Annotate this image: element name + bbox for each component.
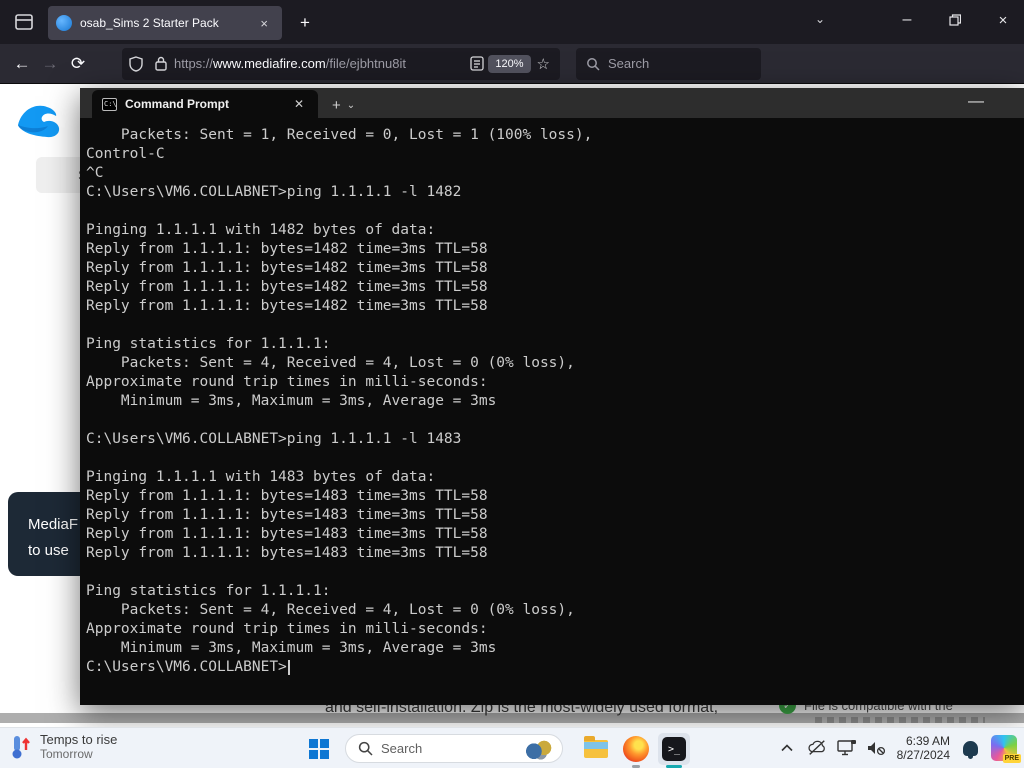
terminal-icon: >_ [662, 737, 686, 761]
mediafire-logo[interactable] [14, 99, 66, 141]
taskbar-terminal[interactable]: >_ [658, 733, 690, 768]
bookmark-star-icon[interactable]: ☆ [536, 55, 550, 73]
folder-icon [584, 736, 608, 758]
terminal-prompt: C:\Users\VM6.COLLABNET> [86, 659, 287, 675]
cmd-icon: C:\ [102, 97, 117, 111]
taskbar-file-explorer[interactable] [580, 733, 612, 765]
terminal-dropdown-chevron-icon[interactable]: ⌄ [346, 100, 356, 111]
tray-chevron-up-icon[interactable] [777, 738, 797, 758]
reload-button[interactable]: ⟳ [70, 53, 86, 73]
taskbar-search-box[interactable]: Search [345, 734, 563, 763]
terminal-active-indicator [666, 765, 682, 768]
taskbar: Temps to rise Tomorrow Search >_ [0, 727, 1024, 768]
terminal-text: Packets: Sent = 1, Received = 0, Lost = … [86, 127, 593, 656]
onedrive-offline-icon[interactable] [807, 738, 827, 758]
clipped-text-fragment [815, 717, 985, 723]
browser-toolbar: ← → ⟳ https://www.mediafire.com/file/ejb… [0, 44, 1024, 118]
firefox-running-indicator [632, 765, 640, 768]
tooltip-line2: to use [28, 542, 69, 559]
browser-search-bar[interactable]: Search [576, 47, 761, 80]
tab-title: osab_Sims 2 Starter Pack [80, 16, 219, 30]
terminal-titlebar[interactable]: C:\ Command Prompt ✕ + ⌄ — [80, 88, 1024, 118]
browser-tab-strip: osab_Sims 2 Starter Pack × + ⌄ – × [0, 0, 1024, 44]
url-host: www.mediafire.com [213, 56, 326, 71]
zoom-level-badge[interactable]: 120% [488, 54, 531, 73]
pre-badge: PRE [1002, 754, 1021, 763]
taskbar-search-placeholder: Search [381, 741, 423, 756]
url-text[interactable]: https://www.mediafire.com/file/ejbhtnu8i… [174, 56, 470, 71]
system-tray: 6:39 AM 8/27/2024 PRE [777, 728, 1021, 768]
weather-headline: Temps to rise [40, 732, 118, 747]
firefox-icon [623, 736, 649, 762]
weather-widget[interactable]: Temps to rise Tomorrow [10, 732, 117, 761]
terminal-prompt-line: C:\Users\VM6.COLLABNET> [86, 658, 1024, 677]
search-placeholder: Search [608, 56, 650, 71]
tray-clock[interactable]: 6:39 AM 8/27/2024 [897, 734, 950, 762]
terminal-output[interactable]: Packets: Sent = 1, Received = 0, Lost = … [80, 118, 1024, 705]
terminal-window: C:\ Command Prompt ✕ + ⌄ — Packets: Sent… [80, 88, 1024, 705]
notification-bell-icon[interactable] [960, 738, 980, 759]
taskbar-firefox[interactable] [620, 733, 652, 768]
terminal-minimize-button[interactable]: — [968, 93, 984, 110]
windows-preview-icon[interactable]: PRE [990, 734, 1021, 763]
browser-close-button[interactable]: × [998, 11, 1008, 29]
terminal-new-tab-button[interactable]: + [332, 97, 341, 114]
firefox-view-icon[interactable] [10, 8, 38, 36]
browser-minimize-button[interactable]: – [902, 11, 912, 28]
start-button[interactable] [306, 736, 332, 762]
taskbar-search-icon [358, 741, 373, 756]
search-highlight-image[interactable] [522, 737, 556, 760]
volume-muted-icon[interactable] [867, 738, 887, 758]
url-path: /file/ejbhtnu8it [325, 56, 406, 71]
forward-button[interactable]: → [41, 53, 59, 73]
tray-date: 8/27/2024 [896, 748, 950, 762]
shield-icon[interactable] [128, 55, 144, 72]
terminal-tab-close-icon[interactable]: ✕ [293, 97, 304, 111]
tray-time: 6:39 AM [905, 734, 950, 748]
network-display-icon[interactable] [836, 738, 857, 758]
back-button[interactable]: ← [13, 53, 31, 73]
tab-close-icon[interactable]: × [260, 15, 268, 31]
reader-mode-icon[interactable] [470, 56, 485, 71]
lock-icon[interactable] [154, 56, 168, 71]
browser-restore-button[interactable] [932, 0, 978, 40]
url-bar[interactable]: https://www.mediafire.com/file/ejbhtnu8i… [122, 47, 560, 80]
url-scheme: https:// [174, 56, 214, 71]
tooltip-line1: MediaF [28, 516, 79, 533]
page-divider [0, 713, 1024, 723]
terminal-tab-title: Command Prompt [125, 97, 230, 111]
list-tabs-chevron-icon[interactable]: ⌄ [815, 12, 826, 26]
new-tab-button[interactable]: + [300, 13, 310, 32]
tab-favicon [56, 15, 72, 31]
thermometer-icon [10, 734, 32, 760]
weather-text: Temps to rise Tomorrow [40, 732, 117, 761]
browser-tab[interactable]: osab_Sims 2 Starter Pack × [48, 6, 282, 40]
terminal-cursor [287, 660, 290, 675]
terminal-tab[interactable]: C:\ Command Prompt ✕ [92, 90, 318, 118]
weather-subtext: Tomorrow [40, 747, 93, 761]
search-icon [586, 57, 600, 71]
